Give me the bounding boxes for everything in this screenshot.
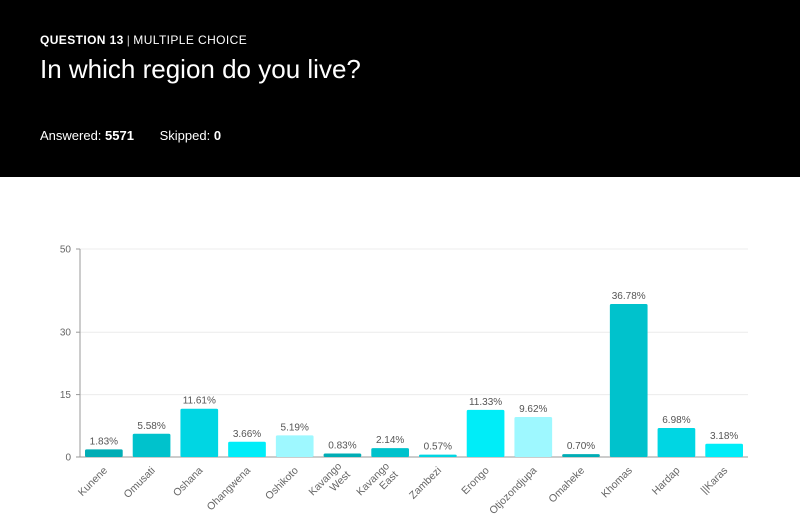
data-label: 3.66% — [233, 429, 261, 440]
category-label: Zambezi — [407, 465, 444, 502]
category-label: Ohangwena — [205, 465, 254, 514]
data-label: 11.61% — [183, 396, 216, 407]
category-label: KavangoEast — [354, 460, 400, 506]
data-label: 36.78% — [612, 291, 646, 302]
category-label: Omaheke — [546, 465, 587, 506]
category-label: Oshana — [171, 465, 206, 500]
bar — [180, 408, 219, 457]
bar — [419, 454, 457, 457]
category-label: Erongo — [459, 465, 492, 498]
bar-chart: 0 15 30 50 1.83% Kunene 5.58% Omusati 11.61% Osha… — [60, 245, 748, 517]
bar — [323, 453, 362, 457]
category-label: Oshikoto — [263, 465, 301, 503]
question-number: QUESTION 13 — [40, 33, 124, 47]
category-label: Hardap — [650, 465, 683, 498]
y-tick-label: 15 — [60, 390, 72, 401]
bar — [657, 427, 696, 457]
data-label: 0.57% — [424, 442, 452, 453]
data-label: 0.70% — [567, 441, 595, 452]
data-label: 2.14% — [376, 435, 404, 446]
question-type: MULTIPLE CHOICE — [133, 33, 248, 47]
bar — [371, 448, 409, 457]
bar — [85, 449, 123, 457]
meta-separator: | — [126, 33, 131, 47]
category-label: Otjozondjupa — [487, 465, 539, 517]
bar — [609, 303, 648, 457]
answered-stat: Answered: 5571 — [40, 128, 134, 143]
data-label: 0.83% — [328, 441, 356, 452]
data-label: 5.19% — [281, 422, 309, 433]
data-label: 1.83% — [90, 436, 118, 447]
question-header: QUESTION 13 | MULTIPLE CHOICE In which reg… — [0, 0, 800, 177]
skipped-count: 0 — [213, 128, 222, 143]
data-label: 6.98% — [662, 415, 690, 426]
chart-area: 0 15 30 50 1.83% Kunene 5.58% Omusati 11.61% Osha… — [0, 177, 800, 532]
bar — [705, 443, 743, 457]
bar — [275, 435, 314, 457]
y-tick-label: 30 — [60, 328, 72, 339]
data-label: 3.18% — [710, 431, 738, 442]
y-tick-label: 50 — [60, 245, 72, 256]
bar — [562, 454, 600, 457]
data-label: 5.58% — [137, 421, 165, 432]
bar — [514, 416, 553, 457]
bar — [228, 441, 266, 457]
category-label: Omusati — [122, 465, 158, 501]
data-label: 9.62% — [519, 404, 547, 415]
bar — [466, 409, 505, 457]
skipped-stat: Skipped: 0 — [160, 128, 221, 143]
y-tick-label: 0 — [65, 453, 71, 464]
skipped-label: Skipped: — [159, 128, 211, 143]
question-meta: QUESTION 13 | MULTIPLE CHOICE — [40, 33, 247, 47]
answered-count: 5571 — [105, 128, 134, 143]
category-label: Kunene — [76, 465, 110, 499]
response-stats: Answered: 5571 Skipped: 0 — [40, 128, 243, 143]
data-label: 11.33% — [469, 397, 502, 408]
bar — [132, 433, 171, 457]
question-title: In which region do you live? — [40, 54, 361, 84]
category-label: Khomas — [599, 465, 635, 501]
category-label: ||Karas — [699, 465, 731, 497]
category-label: KavangoWest — [307, 460, 353, 506]
answered-label: Answered: — [40, 128, 102, 143]
